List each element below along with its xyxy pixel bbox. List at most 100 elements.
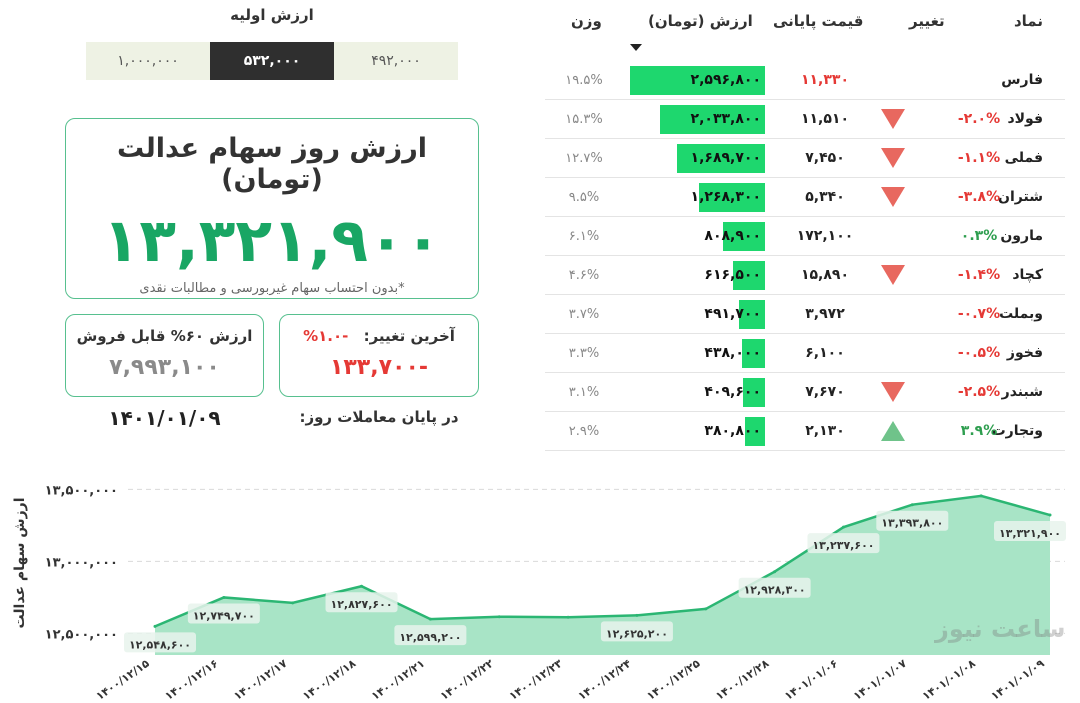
table-row[interactable]: وبملت -۰.۷% ۳,۹۷۲ ۴۹۱,۷۰۰ ۳.۷%: [545, 295, 1065, 334]
table-row[interactable]: فارس ۱۱,۳۳۰ ۲,۵۹۶,۸۰۰ ۱۹.۵%: [545, 61, 1065, 100]
row-weight: ۲.۹%: [568, 424, 600, 439]
x-tick-label: ۱۴۰۱/۰۱/۰۹: [989, 657, 1047, 703]
row-weight: ۳.۱%: [568, 385, 600, 400]
end-of-day-label: در پایان معاملات روز:: [299, 408, 459, 426]
daily-value-note: *بدون احتساب سهام غیربورسی و مطالبات نقد…: [139, 281, 405, 296]
row-change: -۲.۰%: [957, 111, 1001, 127]
row-symbol[interactable]: شبندر: [1001, 384, 1043, 400]
table-row[interactable]: مارون ۰.۳% ۱۷۲,۱۰۰ ۸۰۸,۹۰۰ ۶.۱%: [545, 217, 1065, 256]
data-point: [497, 615, 501, 619]
initial-option-492000[interactable]: ۴۹۲,۰۰۰: [334, 42, 458, 80]
triangle-down-icon: [881, 382, 905, 402]
value-history-chart: ۱۲,۵۰۰,۰۰۰ ۱۳,۰۰۰,۰۰۰ ۱۳,۵۰۰,۰۰۰ ارزش سهام …: [12, 483, 1066, 703]
row-weight: ۳.۷%: [568, 307, 600, 322]
header-symbol[interactable]: نماد: [1013, 12, 1043, 30]
row-value-bar: ۱,۲۶۸,۳۰۰: [630, 178, 765, 217]
row-symbol[interactable]: فخوز: [1006, 345, 1043, 361]
y-tick-label: ۱۳,۵۰۰,۰۰۰: [45, 483, 118, 498]
row-change: -۳.۸%: [957, 189, 1001, 205]
row-weight: ۴.۶%: [568, 268, 600, 283]
sellable-value-box: ارزش ۶۰% قابل فروش ۷,۹۹۳,۱۰۰: [65, 314, 264, 397]
row-weight: ۶.۱%: [568, 229, 600, 244]
header-price[interactable]: قیمت پایانی: [773, 12, 864, 30]
row-price: ۵,۳۴۰: [805, 189, 845, 205]
row-symbol[interactable]: وتجارت: [991, 423, 1043, 439]
header-value[interactable]: ارزش (تومان): [648, 12, 753, 30]
triangle-down-icon: [881, 148, 905, 168]
x-tick-label: ۱۴۰۰/۱۲/۲۱: [369, 657, 427, 703]
row-symbol[interactable]: فملی: [1004, 150, 1043, 166]
data-point: [635, 613, 639, 617]
table-row[interactable]: شبندر -۲.۵% ۷,۶۷۰ ۴۰۹,۶۰۰ ۳.۱%: [545, 373, 1065, 412]
row-symbol[interactable]: فولاد: [1007, 111, 1043, 127]
row-weight: ۱۲.۷%: [565, 151, 603, 166]
data-point: [566, 615, 570, 619]
table-row[interactable]: شتران -۳.۸% ۵,۳۴۰ ۱,۲۶۸,۳۰۰ ۹.۵%: [545, 178, 1065, 217]
row-symbol[interactable]: مارون: [1000, 228, 1043, 244]
y-axis-label: ارزش سهام عدالت: [12, 497, 28, 628]
data-point: [704, 607, 708, 611]
data-label-bg: [187, 603, 260, 624]
value-bar-fill: [744, 417, 765, 446]
table-header: نماد تغییر قیمت پایانی ارزش (تومان) وزن: [545, 12, 1065, 42]
initial-option-1000000[interactable]: ۱,۰۰۰,۰۰۰: [86, 42, 210, 80]
sort-desc-icon[interactable]: [630, 44, 642, 51]
initial-value-selector: ۱,۰۰۰,۰۰۰ ۵۳۲,۰۰۰ ۴۹۲,۰۰۰: [86, 42, 458, 80]
sellable-label: ارزش ۶۰% قابل فروش: [76, 327, 253, 345]
row-value: ۶۱۶,۵۰۰: [704, 267, 761, 283]
row-weight: ۱۵.۳%: [565, 112, 603, 127]
value-bar-fill: [739, 300, 765, 329]
data-point: [153, 624, 157, 628]
x-tick-label: ۱۴۰۱/۰۱/۰۷: [851, 657, 909, 703]
row-symbol[interactable]: وبملت: [999, 306, 1043, 322]
data-point: [428, 617, 432, 621]
value-bar-fill: [698, 183, 765, 212]
row-price: ۷,۴۵۰: [805, 150, 845, 166]
x-tick-label: ۱۴۰۰/۱۲/۱۵: [94, 657, 152, 703]
header-change[interactable]: تغییر: [909, 12, 945, 30]
row-price: ۱۷۲,۱۰۰: [796, 228, 854, 244]
table-row[interactable]: فخوز -۰.۵% ۶,۱۰۰ ۴۳۸,۰۰۰ ۳.۳%: [545, 334, 1065, 373]
row-value-bar: ۴۳۸,۰۰۰: [630, 334, 765, 373]
data-label: ۱۲,۷۴۹,۷۰۰: [193, 609, 255, 622]
x-tick-label: ۱۴۰۰/۱۲/۲۸: [713, 657, 771, 703]
x-tick-label: ۱۴۰۰/۱۲/۲۴: [576, 657, 634, 703]
header-weight[interactable]: وزن: [571, 12, 602, 30]
row-value-bar: ۳۸۰,۸۰۰: [630, 412, 765, 451]
row-change: -۱.۱%: [957, 150, 1001, 166]
row-value-bar: ۴۹۱,۷۰۰: [630, 295, 765, 334]
table-row[interactable]: فملی -۱.۱% ۷,۴۵۰ ۱,۶۸۹,۷۰۰ ۱۲.۷%: [545, 139, 1065, 178]
data-label: ۱۲,۸۲۷,۶۰۰: [330, 598, 392, 611]
row-value-bar: ۱,۶۸۹,۷۰۰: [630, 139, 765, 178]
table-row[interactable]: فولاد -۲.۰% ۱۱,۵۱۰ ۲,۰۳۳,۸۰۰ ۱۵.۳%: [545, 100, 1065, 139]
data-point: [910, 503, 914, 507]
row-value: ۴۰۹,۶۰۰: [704, 384, 761, 400]
row-price: ۲,۱۳۰: [805, 423, 845, 439]
last-change-amount: -۱۳۳,۷۰۰: [329, 355, 429, 380]
table-row[interactable]: کچاد -۱.۴% ۱۵,۸۹۰ ۶۱۶,۵۰۰ ۴.۶%: [545, 256, 1065, 295]
x-tick-label: ۱۴۰۰/۱۲/۲۳: [507, 657, 565, 703]
row-value: ۱,۶۸۹,۷۰۰: [690, 150, 761, 166]
row-value-bar: ۲,۰۳۳,۸۰۰: [630, 100, 765, 139]
initial-option-532000[interactable]: ۵۳۲,۰۰۰: [210, 42, 334, 80]
triangle-up-icon: [881, 421, 905, 441]
x-tick-label: ۱۴۰۰/۱۲/۲۵: [644, 657, 702, 703]
row-symbol[interactable]: کچاد: [1012, 267, 1043, 283]
data-label: ۱۳,۳۹۳,۸۰۰: [881, 517, 943, 530]
value-bar-fill: [743, 378, 765, 407]
data-label: ۱۲,۵۹۹,۲۰۰: [399, 631, 461, 644]
row-value-bar: ۲,۵۹۶,۸۰۰: [630, 61, 765, 100]
x-tick-label: ۱۴۰۱/۰۱/۰۸: [920, 657, 978, 703]
data-label: ۱۳,۲۳۷,۶۰۰: [812, 539, 874, 552]
daily-value-box: ارزش روز سهام عدالت (تومان) ۱۳,۳۲۱,۹۰۰ *…: [65, 118, 479, 299]
data-label-bg: [124, 632, 196, 653]
data-point: [360, 584, 364, 588]
row-symbol[interactable]: شتران: [998, 189, 1043, 205]
table-row[interactable]: وتجارت ۳.۹% ۲,۱۳۰ ۳۸۰,۸۰۰ ۲.۹%: [545, 412, 1065, 451]
x-tick-label: ۱۴۰۰/۱۲/۱۶: [163, 657, 221, 703]
data-point: [291, 601, 295, 605]
value-bar-fill: [630, 66, 765, 95]
row-change: ۳.۹%: [960, 423, 998, 439]
row-symbol[interactable]: فارس: [1001, 72, 1043, 88]
row-change: ۰.۳%: [960, 228, 998, 244]
